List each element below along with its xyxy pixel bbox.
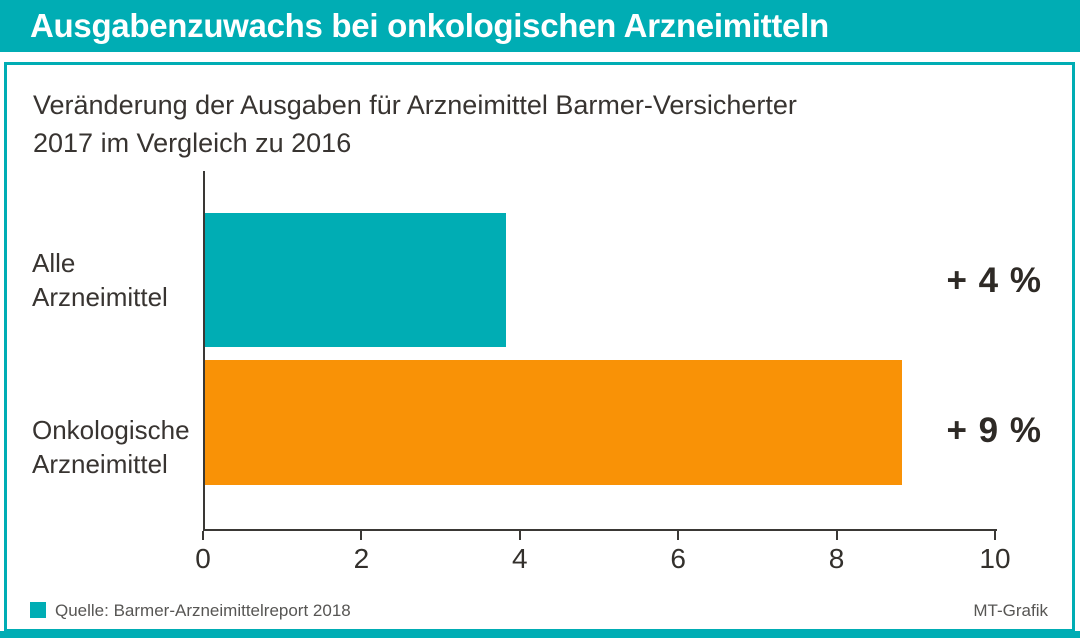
chart-subtitle-line2: 2017 im Vergleich zu 2016 <box>33 128 352 158</box>
content-frame <box>4 62 1075 632</box>
header-bar: Ausgabenzuwachs bei onkologischen Arznei… <box>0 0 1080 52</box>
bottom-accent-strip <box>0 631 1080 638</box>
x-axis-tick-mark <box>518 531 521 540</box>
source-text: Quelle: Barmer-Arzneimittelreport 2018 <box>55 601 351 620</box>
x-axis-tick-label: 6 <box>670 543 686 574</box>
x-axis-tick-mark <box>677 531 680 540</box>
category-label-alle-arzneimittel: Alle Arzneimittel <box>32 248 168 312</box>
x-axis-tick-mark <box>360 531 363 540</box>
x-axis-tick-mark <box>202 531 204 540</box>
bar-alle-arzneimittel <box>205 213 506 347</box>
y-axis-line <box>203 171 205 531</box>
chart-subtitle: Veränderung der Ausgaben für Arzneimitte… <box>33 86 797 162</box>
x-axis-tick-label: 4 <box>512 543 528 574</box>
x-axis-tick-mark <box>835 531 838 540</box>
x-axis-tick-label: 8 <box>828 543 845 574</box>
x-axis-line <box>203 529 997 531</box>
credit-text: MT-Grafik <box>973 601 1048 620</box>
x-axis-tick-mark <box>994 531 996 540</box>
x-axis-tick-label: 2 <box>353 543 370 574</box>
x-axis-tick-label: 0 <box>195 543 211 574</box>
value-label-alle-arzneimittel: + 4 % <box>946 261 1042 300</box>
x-axis-tick-label: 10 <box>979 543 1011 574</box>
value-label-onkologische-arzneimittel: + 9 % <box>946 411 1042 450</box>
chart-subtitle-line1: Veränderung der Ausgaben für Arzneimitte… <box>33 90 797 120</box>
category-label-onkologische-arzneimittel: Onkologische Arzneimittel <box>32 415 190 479</box>
page-title: Ausgabenzuwachs bei onkologischen Arznei… <box>30 7 829 44</box>
source-legend-swatch <box>30 602 46 618</box>
bar-onkologische-arzneimittel <box>205 360 902 485</box>
